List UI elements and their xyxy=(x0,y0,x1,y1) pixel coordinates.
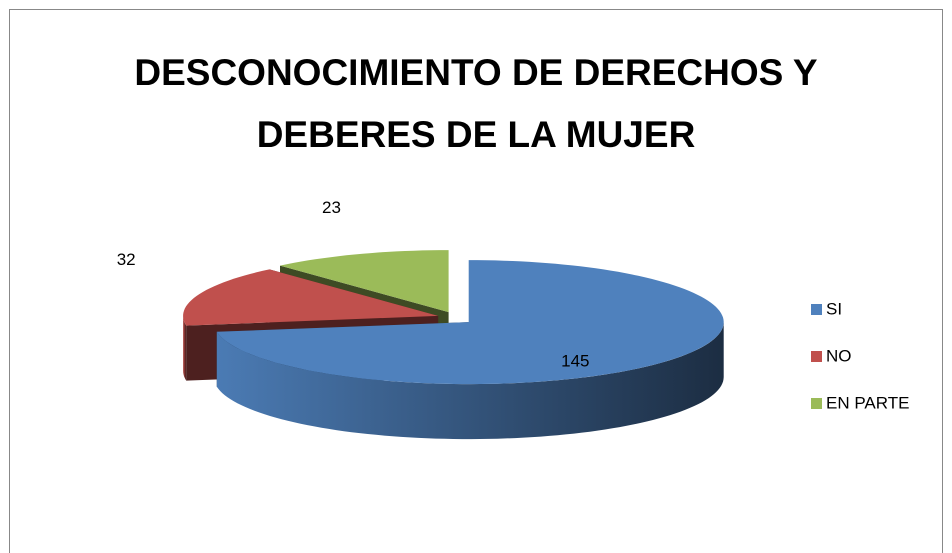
data-label: 23 xyxy=(322,198,341,217)
data-label: 145 xyxy=(561,352,589,371)
legend-label: SI xyxy=(826,299,842,318)
legend-label: NO xyxy=(826,346,852,365)
slice xyxy=(216,260,724,385)
chart-title: DESCONOCIMIENTO DE DERECHOS Y DEBERES DE… xyxy=(134,52,818,155)
slice-wall xyxy=(216,322,724,440)
data-label: 32 xyxy=(117,250,136,269)
slice-wall xyxy=(183,315,187,381)
slice xyxy=(280,250,449,313)
legend-label: EN PARTE xyxy=(826,393,909,412)
legend-swatch xyxy=(811,304,822,315)
slice xyxy=(183,269,439,326)
legend-swatch xyxy=(811,351,822,362)
legend-swatch xyxy=(811,398,822,409)
